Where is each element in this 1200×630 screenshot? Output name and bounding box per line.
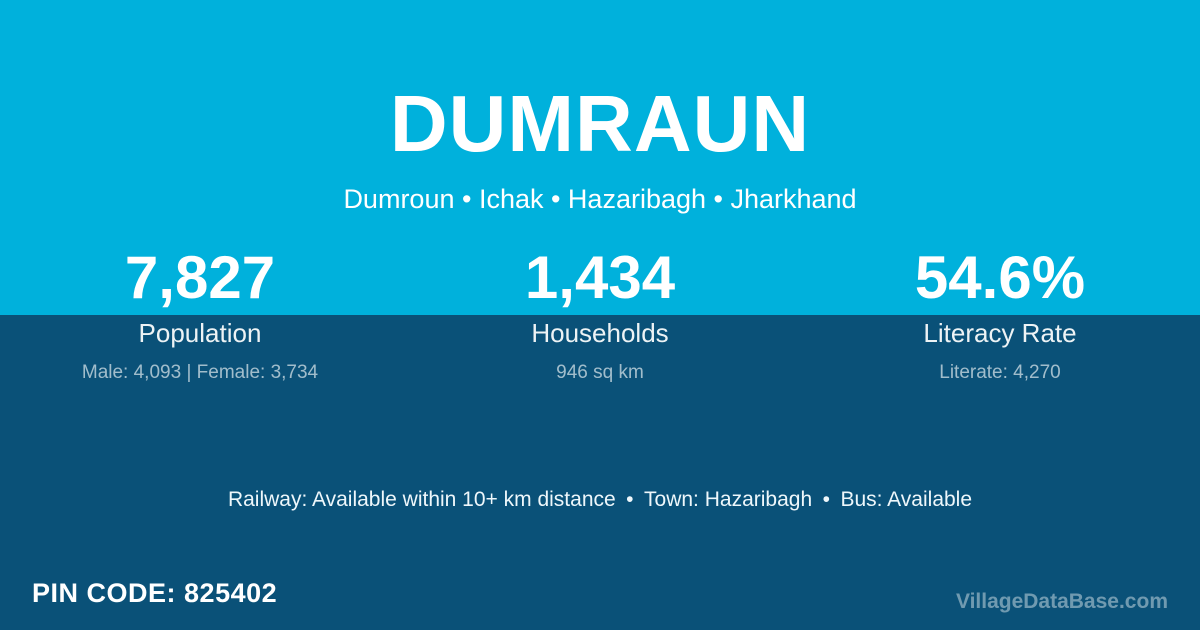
- pin-code-value: 825402: [184, 578, 278, 608]
- transport-info-line: Railway: Available within 10+ km distanc…: [227, 488, 973, 511]
- population-value: 7,827: [124, 244, 276, 311]
- page-title: DUMRAUN: [389, 79, 811, 168]
- pin-code-prefix: PIN CODE:: [32, 578, 177, 608]
- households-detail: 946 sq km: [556, 362, 644, 384]
- stats-row: 7,827 Population Male: 4,093 | Female: 3…: [0, 248, 1200, 385]
- pin-code: PIN CODE: 825402: [32, 577, 277, 609]
- households-value: 1,434: [524, 244, 676, 311]
- watermark-brand: VillageDataBase.com: [955, 589, 1168, 613]
- literacy-label: Literacy Rate: [923, 318, 1077, 348]
- stat-card-literacy: 54.6% Literacy Rate Literate: 4,270: [800, 248, 1200, 385]
- bottom-section-background: [0, 315, 1200, 630]
- stat-card-households: 1,434 Households 946 sq km: [400, 248, 800, 385]
- population-label: Population: [138, 318, 262, 348]
- location-breadcrumb: Dumroun • Ichak • Hazaribagh • Jharkhand: [343, 184, 857, 214]
- households-label: Households: [531, 318, 669, 348]
- stat-card-population: 7,827 Population Male: 4,093 | Female: 3…: [0, 248, 400, 385]
- literacy-value: 54.6%: [914, 244, 1086, 311]
- top-section-background: [0, 0, 1200, 315]
- literacy-detail: Literate: 4,270: [939, 362, 1061, 384]
- population-detail: Male: 4,093 | Female: 3,734: [81, 362, 319, 384]
